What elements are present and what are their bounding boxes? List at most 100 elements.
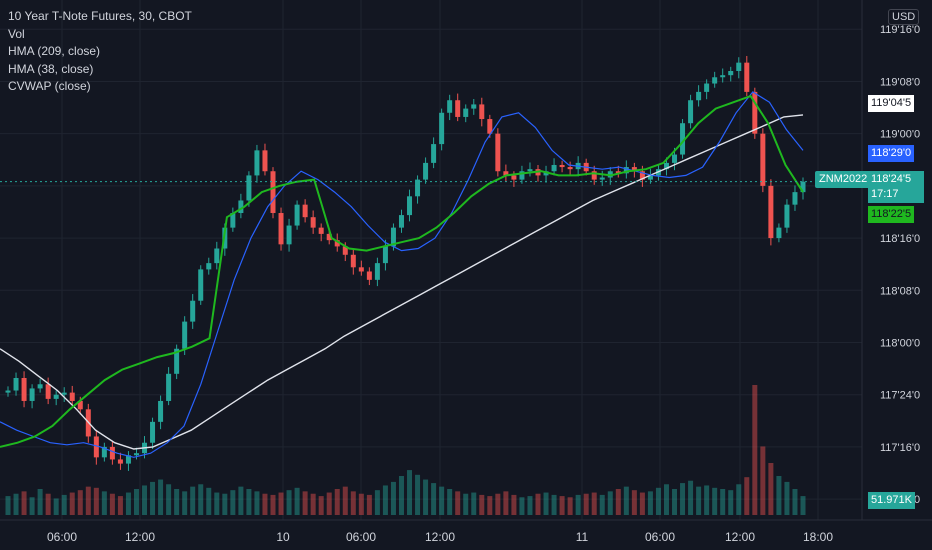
candle-body xyxy=(519,171,525,180)
volume-bar xyxy=(744,477,750,515)
candle-body xyxy=(704,83,710,92)
volume-bar xyxy=(142,485,148,515)
candle-body xyxy=(278,213,284,245)
candle-body xyxy=(166,373,172,401)
volume-bar xyxy=(214,492,220,515)
volume-bar xyxy=(680,483,686,515)
volume-bar xyxy=(93,487,99,515)
volume-bar xyxy=(350,491,356,515)
volume-bar xyxy=(77,490,83,515)
volume-bar xyxy=(29,497,35,515)
candle-body xyxy=(728,71,734,76)
currency-button[interactable]: USD xyxy=(888,9,920,25)
volume-bar xyxy=(230,490,236,515)
volume-bar xyxy=(431,483,437,515)
volume-bar xyxy=(174,489,180,515)
candle-body xyxy=(246,175,252,201)
candle-body xyxy=(487,119,493,134)
candle-body xyxy=(77,400,83,410)
candle-body xyxy=(696,91,702,101)
candle-body xyxy=(455,100,461,117)
candle-body xyxy=(407,196,413,216)
x-tick-label: 10 xyxy=(276,530,290,544)
x-tick-label: 06:00 xyxy=(47,530,77,544)
volume-bar xyxy=(591,492,597,515)
legend-item-hma38[interactable]: HMA (38, close) xyxy=(8,61,94,76)
volume-bar xyxy=(407,470,413,515)
candle-body xyxy=(390,227,396,247)
volume-bar xyxy=(294,487,300,515)
volume-bar xyxy=(607,491,613,515)
volume-bar xyxy=(447,489,453,515)
volume-bar xyxy=(302,491,308,515)
candle-body xyxy=(366,271,372,280)
candle-body xyxy=(423,162,429,180)
volume-bar xyxy=(471,492,477,515)
candle-body xyxy=(342,246,348,255)
volume-bar xyxy=(567,497,573,515)
candle-body xyxy=(294,204,300,226)
candle-body xyxy=(302,204,308,218)
x-tick-label: 06:00 xyxy=(346,530,376,544)
candle-body xyxy=(190,300,196,322)
volume-bar xyxy=(575,494,581,515)
volume-bar xyxy=(238,486,244,515)
volume-bar xyxy=(5,496,11,515)
last-price-value: 118'24'5 xyxy=(871,173,912,185)
candle-body xyxy=(744,62,750,92)
candle-body xyxy=(599,177,605,180)
candle-body xyxy=(198,269,204,301)
candle-body xyxy=(262,150,268,172)
volume-bar xyxy=(768,463,774,515)
legend-item-vol[interactable]: Vol xyxy=(8,26,25,41)
candle-body xyxy=(182,321,188,349)
volume-bar xyxy=(222,493,228,515)
hma38-price-label: 118'29'0 xyxy=(868,145,915,162)
legend-item-hma209[interactable]: HMA (209, close) xyxy=(8,44,101,58)
candle-body xyxy=(125,455,131,464)
y-tick-label: 119'00'0 xyxy=(880,129,920,141)
candle-body xyxy=(53,394,59,399)
candle-body xyxy=(150,421,156,443)
legend-item-cvwap[interactable]: CVWAP (close) xyxy=(8,79,91,93)
volume-bar xyxy=(37,489,43,515)
volume-bar xyxy=(639,492,645,515)
candle-body xyxy=(174,348,180,374)
candle-body xyxy=(672,154,678,163)
volume-bar xyxy=(342,486,348,515)
volume-bar xyxy=(117,496,123,515)
candle-body xyxy=(358,267,364,272)
y-tick-label: 117'24'0 xyxy=(880,390,920,402)
candle-body xyxy=(736,62,742,72)
volume-bar xyxy=(415,474,421,515)
volume-bar xyxy=(551,494,557,515)
volume-bar xyxy=(463,493,469,515)
volume-bar xyxy=(278,492,284,515)
candle-body xyxy=(680,123,686,155)
volume-bar xyxy=(45,493,51,515)
volume-bar xyxy=(69,492,75,515)
candle-body xyxy=(206,263,212,270)
candle-body xyxy=(101,446,107,458)
volume-bar xyxy=(712,487,718,515)
volume-bar xyxy=(366,494,372,515)
candle-body xyxy=(374,263,380,280)
volume-bar xyxy=(704,485,710,515)
candle-body xyxy=(133,453,139,456)
x-tick-label: 12:00 xyxy=(125,530,155,544)
volume-bar xyxy=(286,490,292,515)
volume-bar xyxy=(583,493,589,515)
volume-bar xyxy=(85,486,91,515)
candle-body xyxy=(639,171,645,180)
volume-bar xyxy=(495,493,501,515)
candle-body xyxy=(591,171,597,180)
volume-bar xyxy=(326,492,332,515)
candle-body xyxy=(5,390,11,393)
symbol-badge[interactable]: ZNM2022 xyxy=(815,171,872,188)
candle-body xyxy=(431,144,437,163)
candle-body xyxy=(326,233,332,241)
legend: 10 Year T-Note Futures, 30, CBOT Vol HMA… xyxy=(8,8,192,96)
y-tick-label: 118'16'0 xyxy=(880,233,920,245)
volume-bar xyxy=(792,489,798,515)
